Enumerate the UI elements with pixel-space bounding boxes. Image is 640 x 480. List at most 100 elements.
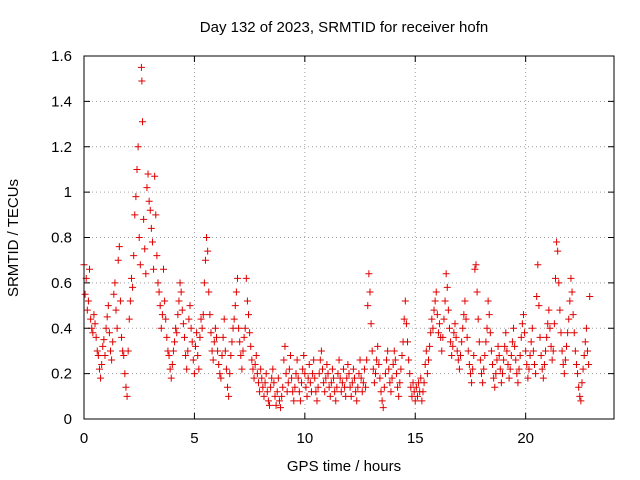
data-point bbox=[205, 288, 213, 296]
data-point bbox=[146, 206, 154, 214]
data-point bbox=[428, 315, 436, 323]
data-point bbox=[531, 361, 538, 369]
x-tick-label: 20 bbox=[517, 430, 534, 447]
data-point bbox=[511, 342, 519, 350]
data-point bbox=[315, 370, 323, 378]
data-point bbox=[370, 379, 378, 387]
data-point bbox=[241, 324, 249, 332]
y-tick-label: 1.2 bbox=[51, 139, 72, 156]
data-point bbox=[423, 370, 431, 378]
data-point bbox=[238, 365, 246, 373]
data-point bbox=[484, 297, 492, 305]
data-point bbox=[405, 356, 413, 364]
data-point bbox=[492, 370, 500, 378]
data-point bbox=[356, 356, 364, 364]
data-point bbox=[101, 351, 109, 359]
data-point bbox=[301, 370, 309, 378]
data-point bbox=[585, 361, 593, 369]
data-point bbox=[572, 361, 580, 369]
data-point bbox=[338, 379, 346, 387]
chart-title: Day 132 of 2023, SRMTID for receiver hof… bbox=[200, 19, 488, 36]
data-point bbox=[172, 324, 180, 332]
data-point bbox=[275, 397, 283, 405]
data-point bbox=[319, 365, 326, 373]
data-point bbox=[351, 374, 359, 382]
data-point bbox=[449, 342, 457, 350]
data-point bbox=[289, 388, 297, 396]
y-tick-label: 1 bbox=[64, 184, 72, 201]
data-point bbox=[249, 365, 257, 373]
data-point bbox=[394, 383, 402, 391]
data-point bbox=[469, 365, 477, 373]
data-point bbox=[575, 383, 583, 391]
data-point bbox=[381, 370, 389, 378]
data-point bbox=[420, 379, 428, 387]
data-point bbox=[581, 338, 589, 346]
data-point bbox=[196, 333, 204, 341]
data-point bbox=[107, 347, 114, 355]
data-point bbox=[242, 274, 250, 282]
data-point bbox=[246, 329, 254, 337]
data-point bbox=[471, 265, 479, 273]
data-point bbox=[354, 383, 362, 391]
data-point bbox=[182, 351, 190, 359]
data-point bbox=[514, 379, 522, 387]
data-point bbox=[333, 383, 341, 391]
x-tick-label: 0 bbox=[80, 430, 88, 447]
data-point bbox=[344, 361, 352, 369]
data-point bbox=[476, 356, 484, 364]
data-point bbox=[296, 397, 304, 405]
data-point bbox=[243, 297, 251, 305]
data-point bbox=[560, 370, 568, 378]
data-point bbox=[563, 342, 571, 350]
data-point bbox=[286, 351, 294, 359]
data-point bbox=[568, 288, 576, 296]
data-point bbox=[515, 365, 523, 373]
data-point bbox=[200, 279, 208, 287]
data-point bbox=[578, 379, 586, 387]
data-point bbox=[198, 324, 206, 332]
data-point bbox=[556, 306, 564, 314]
data-point bbox=[567, 274, 575, 282]
data-point bbox=[460, 311, 468, 319]
data-point bbox=[147, 224, 155, 232]
data-point bbox=[358, 388, 366, 396]
data-point bbox=[475, 338, 483, 346]
data-point bbox=[327, 379, 335, 387]
data-point bbox=[457, 351, 465, 359]
data-point bbox=[123, 392, 131, 400]
data-point bbox=[388, 374, 396, 382]
data-point bbox=[540, 361, 548, 369]
data-point bbox=[522, 347, 530, 355]
data-point bbox=[547, 342, 555, 350]
data-point bbox=[277, 404, 285, 412]
data-point bbox=[543, 333, 551, 341]
data-point bbox=[314, 383, 322, 391]
data-point bbox=[179, 320, 187, 328]
data-point bbox=[565, 315, 573, 323]
data-point bbox=[586, 292, 594, 300]
data-point bbox=[112, 306, 120, 314]
data-point bbox=[454, 356, 462, 364]
data-point bbox=[390, 347, 398, 355]
data-point bbox=[163, 333, 171, 341]
data-point bbox=[455, 365, 463, 373]
data-point bbox=[270, 379, 278, 387]
data-point bbox=[345, 370, 353, 378]
data-point bbox=[376, 374, 384, 382]
data-point bbox=[214, 347, 222, 355]
data-point bbox=[465, 361, 473, 369]
data-point bbox=[227, 351, 235, 359]
data-point bbox=[366, 288, 374, 296]
data-point bbox=[282, 370, 290, 378]
data-point bbox=[413, 392, 421, 400]
data-point bbox=[224, 383, 232, 391]
data-point bbox=[550, 320, 558, 328]
data-point bbox=[378, 397, 386, 405]
data-point bbox=[569, 311, 577, 319]
data-point bbox=[157, 324, 165, 332]
data-point bbox=[438, 347, 446, 355]
data-point bbox=[141, 245, 149, 253]
data-point bbox=[236, 338, 244, 346]
data-point bbox=[392, 370, 400, 378]
